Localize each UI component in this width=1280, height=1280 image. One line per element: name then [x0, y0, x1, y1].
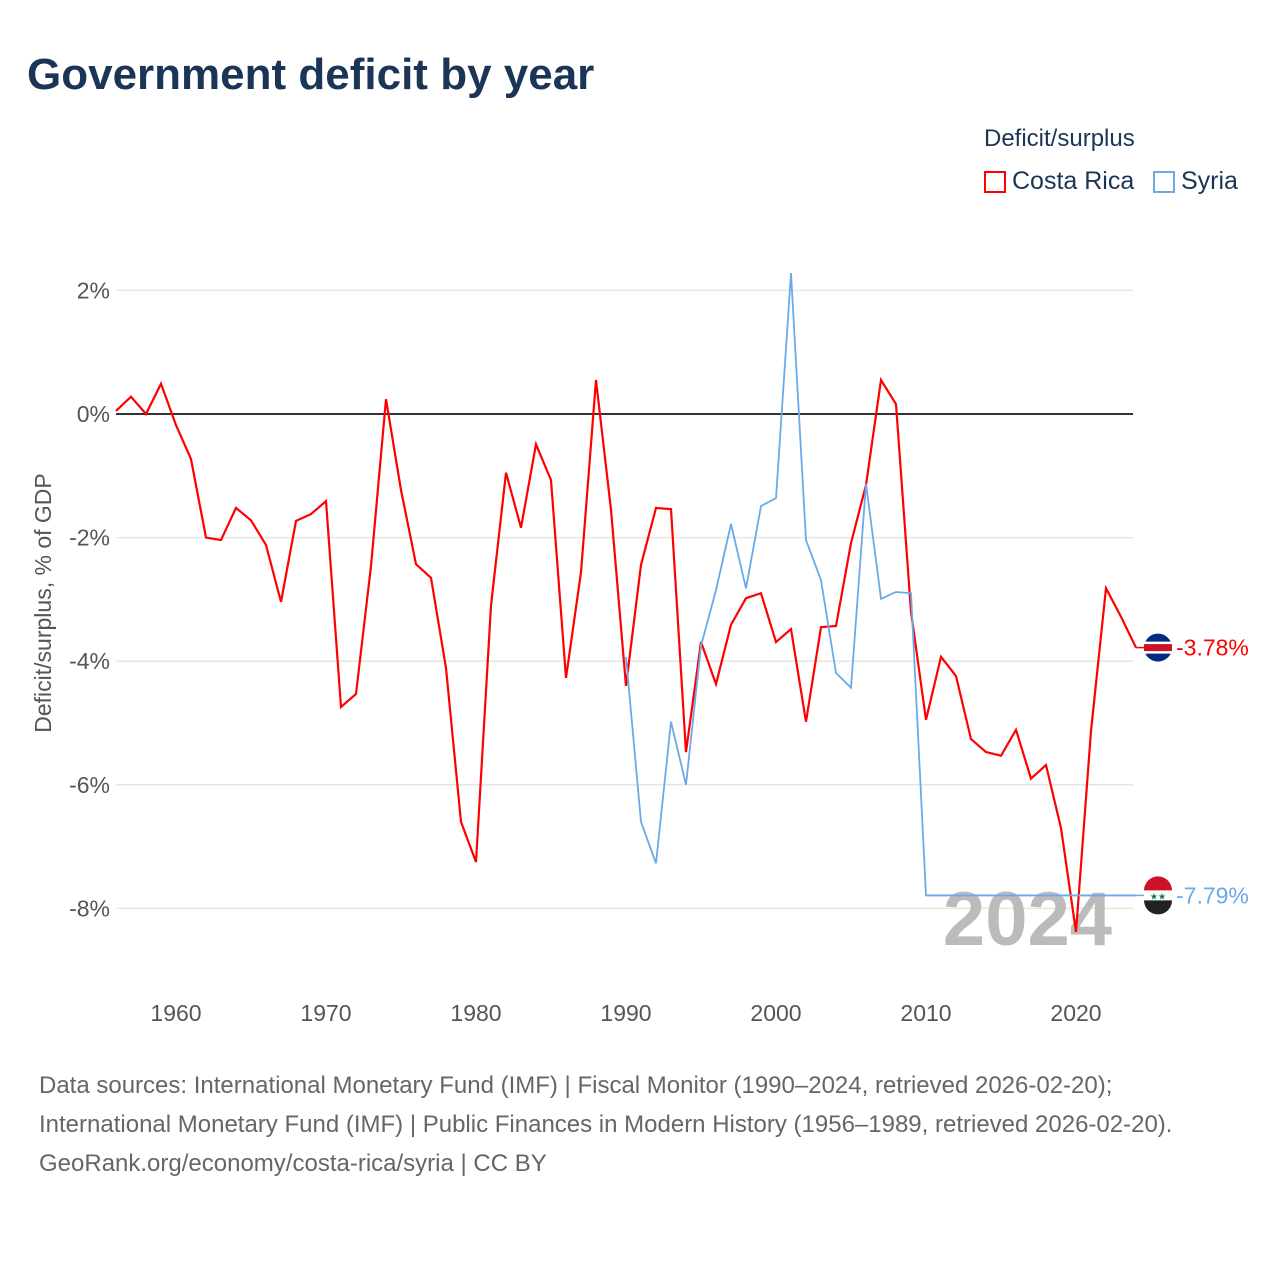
- legend-item-syria[interactable]: Syria: [1153, 167, 1238, 196]
- y-tick-label: -6%: [69, 772, 110, 798]
- legend-swatch-costa-rica: [984, 170, 1006, 193]
- x-tick-label: 2000: [750, 1000, 801, 1026]
- legend-title: Deficit/surplus: [984, 125, 1135, 152]
- series-line-syria: [625, 273, 1136, 897]
- plot-area: 2% 0% -2% -4% -6% -8% 1960 1970 1980 1990 2000 2010…: [30, 273, 1249, 1026]
- flag-stripe: [1144, 644, 1172, 652]
- series-line-costa-rica: [115, 376, 1137, 933]
- flag-stripe: [1144, 876, 1172, 891]
- page-title: Government deficit by year: [27, 50, 595, 99]
- end-value-label: -3.78%: [1176, 635, 1249, 661]
- flag-stars: ★★: [1150, 891, 1166, 901]
- y-tick-label: -4%: [69, 648, 110, 674]
- x-tick-label: 1980: [450, 1000, 501, 1026]
- flag-stripe: [1144, 900, 1172, 915]
- y-tick-label: 0%: [77, 401, 110, 427]
- source-line: Data sources: International Monetary Fun…: [39, 1072, 1173, 1138]
- y-axis-label: Deficit/surplus, % of GDP: [30, 473, 56, 732]
- source-notes: Data sources: International Monetary Fun…: [39, 1066, 1239, 1183]
- x-tick-label: 1990: [600, 1000, 651, 1026]
- x-tick-label: 2010: [900, 1000, 951, 1026]
- x-tick-label: 1970: [300, 1000, 351, 1026]
- legend-label: Costa Rica: [1012, 167, 1135, 195]
- x-tick-label: 1960: [150, 1000, 201, 1026]
- y-tick-label: -2%: [69, 525, 110, 551]
- y-tick-label: 2%: [77, 277, 110, 303]
- y-tick-label: -8%: [69, 895, 110, 921]
- end-value-label: -7.79%: [1176, 882, 1249, 908]
- source-line[interactable]: GeoRank.org/economy/costa-rica/syria | C…: [39, 1150, 547, 1177]
- legend-item-costa-rica[interactable]: Costa Rica: [984, 167, 1134, 196]
- legend-swatch-syria: [1153, 170, 1175, 193]
- legend-label: Syria: [1181, 167, 1238, 195]
- year-watermark: 2024: [943, 877, 1112, 962]
- x-tick-label: 2020: [1050, 1000, 1101, 1026]
